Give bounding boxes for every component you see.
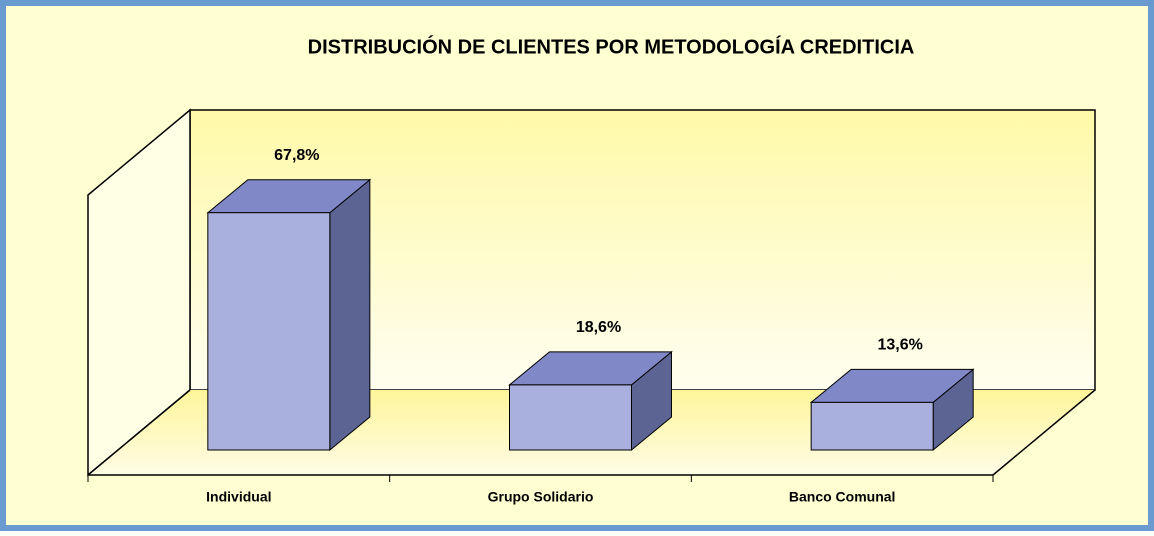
bar-side — [329, 178, 371, 452]
data-label: 18,6% — [576, 319, 621, 336]
bar — [207, 212, 331, 451]
x-tick-label: Banco Comunal — [789, 489, 896, 505]
data-label: 67,8% — [274, 147, 319, 164]
x-tick-label: Individual — [206, 489, 271, 505]
bar — [509, 384, 632, 451]
bar — [810, 401, 934, 451]
chart-title: DISTRIBUCIÓN DE CLIENTES POR METODOLOGÍA… — [308, 34, 915, 58]
data-label: 13,6% — [877, 337, 922, 354]
x-tick-label: Grupo Solidario — [488, 489, 594, 505]
